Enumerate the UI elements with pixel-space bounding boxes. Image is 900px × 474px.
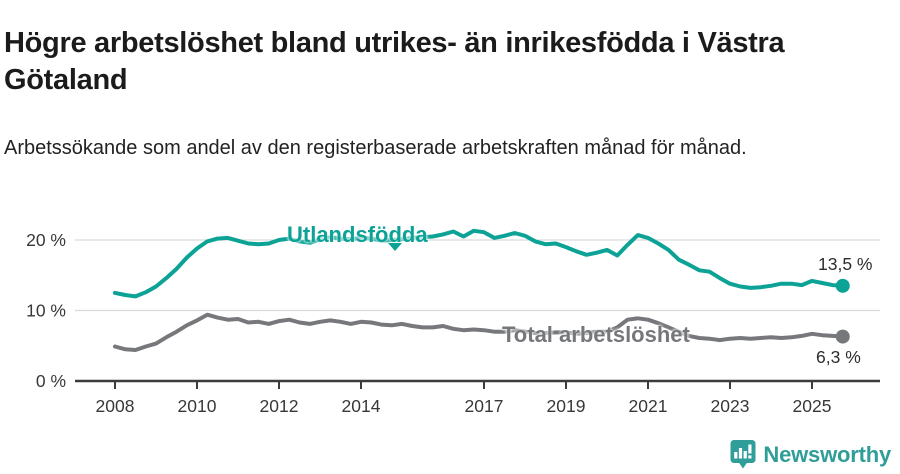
- chart-title: Högre arbetslöshet bland utrikes- än inr…: [4, 27, 785, 97]
- newsworthy-wordmark: Newsworthy: [763, 441, 891, 467]
- end-value-utlandsfodda: 13,5 %: [818, 254, 873, 274]
- y-tick-label: 0 %: [36, 371, 66, 391]
- x-tick-label: 2023: [711, 396, 750, 416]
- series-end-dot-utlandsfodda: [835, 278, 850, 293]
- y-tick-label: 10 %: [26, 301, 66, 321]
- series-end-dot-total: [835, 329, 850, 344]
- x-tick-label: 2008: [96, 396, 135, 416]
- series-line-total: [113, 312, 845, 352]
- x-tick-label: 2017: [465, 396, 504, 416]
- x-tick-label: 2014: [342, 396, 381, 416]
- line-chart: 2008 2010 2012 2014 2017 2019 2021 2023 2025 0 % 1…: [0, 215, 900, 420]
- x-tick-label: 2025: [793, 396, 832, 416]
- newsworthy-bubble-icon: [730, 440, 756, 469]
- x-tick-label: 2012: [260, 396, 299, 416]
- y-tick-label: 20 %: [26, 230, 66, 250]
- annotation-arrow-icon: [388, 243, 402, 251]
- series-line-utlandsfodda: [113, 228, 845, 299]
- x-tick-label: 2010: [178, 396, 217, 416]
- x-tick-label: 2019: [547, 396, 586, 416]
- newsworthy-logo: Newsworthy: [729, 439, 891, 470]
- series-label-total: Total arbetslöshet: [502, 322, 690, 347]
- x-tick-label: 2021: [629, 396, 668, 416]
- chart-subtitle: Arbetssökande som andel av den registerb…: [4, 137, 747, 159]
- chart-canvas: 2008 2010 2012 2014 2017 2019 2021 2023 2025 0 % 1…: [26, 228, 880, 416]
- end-value-total: 6,3 %: [816, 347, 861, 367]
- series-label-utlandsfodda: Utlandsfödda: [287, 222, 428, 247]
